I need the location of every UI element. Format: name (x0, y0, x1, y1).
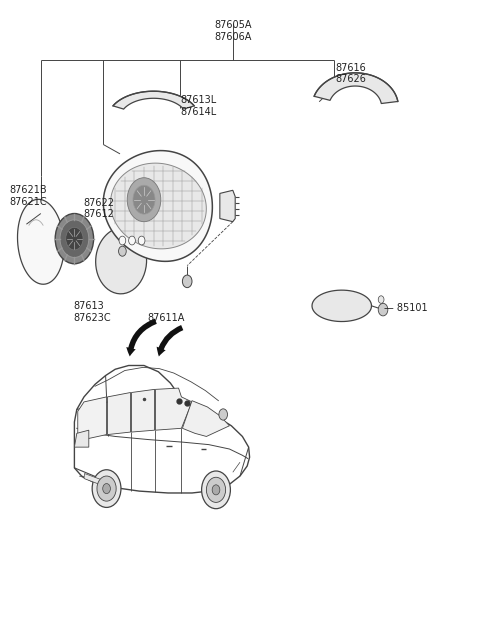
Polygon shape (103, 151, 212, 261)
Circle shape (119, 236, 126, 245)
FancyArrowPatch shape (156, 325, 183, 357)
Text: 87616
87626: 87616 87626 (335, 63, 366, 84)
Polygon shape (113, 91, 194, 109)
Circle shape (206, 477, 226, 502)
Circle shape (119, 246, 126, 256)
Circle shape (55, 214, 94, 264)
Text: — 85101: — 85101 (384, 303, 428, 313)
Circle shape (129, 236, 135, 245)
Polygon shape (17, 199, 64, 284)
Circle shape (66, 227, 83, 250)
Polygon shape (314, 73, 398, 104)
Polygon shape (182, 401, 229, 436)
Text: 87611A: 87611A (148, 313, 185, 323)
Circle shape (182, 275, 192, 288)
Circle shape (133, 185, 155, 214)
Text: 87613L
87614L: 87613L 87614L (180, 95, 217, 117)
Circle shape (219, 409, 228, 420)
Polygon shape (156, 388, 192, 430)
Text: 87621B
87621C: 87621B 87621C (10, 185, 47, 207)
Circle shape (60, 220, 89, 257)
Polygon shape (96, 228, 146, 294)
Polygon shape (78, 397, 107, 441)
Polygon shape (84, 474, 102, 485)
Polygon shape (108, 392, 131, 435)
Text: 87622
87612: 87622 87612 (83, 198, 114, 219)
Polygon shape (220, 190, 235, 222)
Circle shape (97, 476, 116, 501)
Circle shape (103, 484, 110, 494)
Circle shape (127, 178, 161, 222)
Circle shape (212, 485, 220, 495)
Circle shape (202, 471, 230, 509)
Polygon shape (110, 163, 206, 249)
Circle shape (378, 303, 388, 316)
Text: 87613
87623C: 87613 87623C (73, 301, 110, 323)
Circle shape (138, 236, 145, 245)
Polygon shape (312, 290, 372, 322)
Polygon shape (132, 389, 155, 432)
Circle shape (92, 470, 121, 507)
Text: 87605A
87606A: 87605A 87606A (214, 20, 252, 41)
FancyArrowPatch shape (126, 318, 157, 357)
Circle shape (378, 296, 384, 303)
Polygon shape (74, 430, 89, 447)
